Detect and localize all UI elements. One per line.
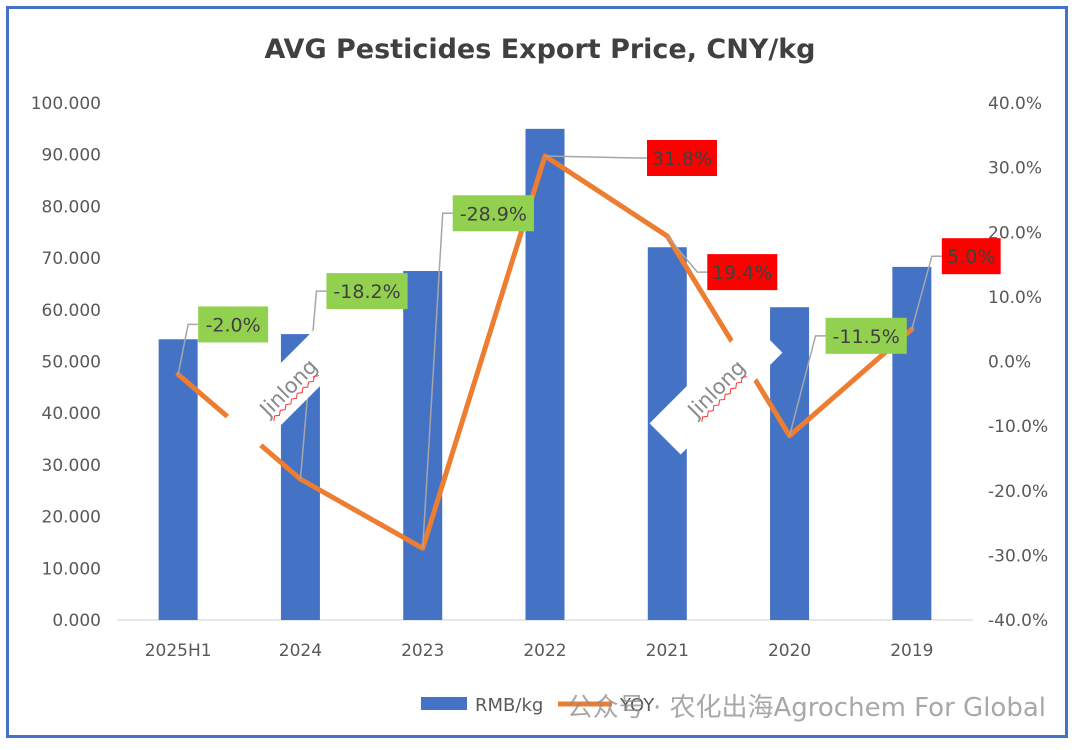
- y-left-tick-label: 10.000: [42, 559, 101, 579]
- bar: [770, 307, 810, 620]
- x-tick-label: 2025H1: [145, 641, 212, 661]
- data-label: 31.8%: [652, 148, 712, 170]
- spell-underline: [701, 376, 748, 423]
- data-label: -18.2%: [333, 281, 400, 303]
- footer-watermark: 公众号 · 农化出海Agrochem For Global: [567, 693, 1046, 723]
- data-label: -28.9%: [460, 203, 527, 225]
- y-left-tick-label: 90.000: [42, 146, 101, 166]
- y-right-tick-label: -20.0%: [988, 482, 1048, 502]
- y-right-tick-label: -30.0%: [988, 546, 1048, 566]
- data-label: -2.0%: [206, 314, 261, 336]
- y-left-tick-label: 70.000: [42, 249, 101, 269]
- y-right-tick-label: 10.0%: [988, 288, 1042, 308]
- y-right-tick-label: 0.0%: [988, 353, 1031, 373]
- y-left-tick-label: 80.000: [42, 197, 101, 217]
- legend-label-bar: RMB/kg: [475, 695, 543, 716]
- x-tick-label: 2022: [523, 641, 566, 661]
- bar: [158, 339, 198, 620]
- leader-line: [544, 155, 647, 159]
- data-label-box: [452, 195, 534, 232]
- legend-swatch-bar: [421, 697, 467, 710]
- y-left-tick-label: 100.000: [31, 94, 101, 114]
- x-tick-label: 2020: [768, 641, 811, 661]
- x-tick-label: 2023: [401, 641, 444, 661]
- y-right-tick-label: 20.0%: [988, 223, 1042, 243]
- data-label-box: [326, 273, 408, 310]
- data-labels: -2.0% -18.2% -28.9% 31.8% 19.4% -11.5% 5.0%: [177, 139, 1001, 549]
- data-label: -11.5%: [833, 326, 900, 348]
- x-tick-label: 2019: [890, 641, 933, 661]
- data-label-box: [941, 238, 1001, 275]
- y-left-tick-label: 0.000: [52, 611, 101, 631]
- leader-line: [299, 290, 327, 480]
- data-label: 5.0%: [947, 246, 995, 268]
- data-label: 19.4%: [712, 262, 772, 284]
- y-right-tick-label: 40.0%: [988, 94, 1042, 114]
- spell-underline: [273, 375, 320, 422]
- y-left-tick-label: 60.000: [42, 301, 101, 321]
- x-tick-label: 2021: [646, 641, 689, 661]
- chart-title: AVG Pesticides Export Price, CNY/kg: [264, 34, 815, 65]
- leader-line: [421, 212, 453, 549]
- y-left-tick-label: 40.000: [42, 404, 101, 424]
- leader-line: [177, 323, 199, 375]
- y-right-tick-label: -40.0%: [988, 611, 1048, 631]
- x-tick-label: 2024: [279, 641, 322, 661]
- data-label-box: [647, 139, 717, 176]
- axes: 0.000 10.000 20.000 30.000 40.000 50.000 60.00…: [31, 94, 1048, 661]
- y-right-tick-label: 30.0%: [988, 159, 1042, 179]
- watermark-bg: [649, 321, 783, 455]
- y-right-tick-label: -10.0%: [988, 417, 1048, 437]
- data-label-box: [825, 317, 907, 354]
- data-label-box: [707, 254, 778, 291]
- leader-line: [666, 235, 708, 273]
- y-left-tick-label: 50.000: [42, 353, 101, 373]
- data-label-box: [198, 306, 269, 343]
- watermark-bg: [221, 320, 355, 454]
- legend-label-line: YOY: [619, 695, 655, 716]
- y-left-tick-label: 20.000: [42, 508, 101, 528]
- y-left-tick-label: 30.000: [42, 456, 101, 476]
- leader-line: [911, 255, 942, 330]
- legend: RMB/kg YOY: [421, 695, 655, 716]
- leader-line: [788, 335, 826, 437]
